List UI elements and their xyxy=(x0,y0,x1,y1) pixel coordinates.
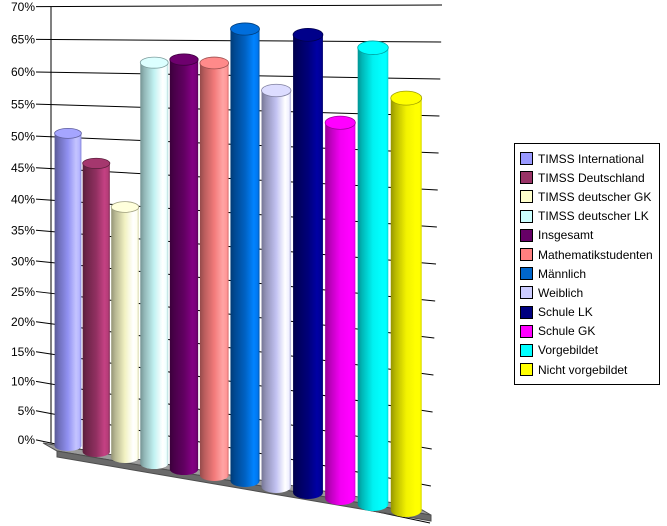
legend-label: Weiblich xyxy=(538,285,584,300)
y-tick-label-45%: 45% xyxy=(11,161,35,175)
bar-cylinder-vorgebildet xyxy=(357,40,389,512)
legend-label: Schule LK xyxy=(538,305,593,320)
bar-top-cap xyxy=(292,27,324,42)
legend-swatch-insgesamt xyxy=(520,228,533,242)
legend-label: Vorgebildet xyxy=(538,343,599,358)
y-tick-label-55%: 55% xyxy=(11,97,35,111)
legend-item-timss-deutscher-gk: TIMSS deutscher GK xyxy=(515,187,659,206)
legend-swatch-timss-deutschland xyxy=(520,171,533,185)
bar-cylinder-timss-deutscher-lk xyxy=(139,56,169,469)
legend-item-timss-deutschland: TIMSS Deutschland xyxy=(515,168,659,187)
bar-cylinder-m-nnlich xyxy=(230,22,260,488)
y-tick-label-60%: 60% xyxy=(11,65,35,79)
bar-body xyxy=(357,47,389,505)
legend-label: TIMSS deutscher LK xyxy=(538,209,649,224)
legend-item-m-nnlich: Männlich xyxy=(515,264,659,283)
y-tick-label-30%: 30% xyxy=(11,254,35,268)
y-tick-label-50%: 50% xyxy=(11,129,35,143)
gridline-70% xyxy=(35,4,443,8)
bar-cylinder-nicht-vorgebildet xyxy=(390,90,423,517)
legend-label: TIMSS deutscher GK xyxy=(538,189,652,204)
y-tick-label-65%: 65% xyxy=(11,33,35,47)
y-tick-label-35%: 35% xyxy=(11,224,35,238)
legend-item-nicht-vorgebildet: Nicht vorgebildet xyxy=(515,360,659,379)
legend-item-timss-international: TIMSS International xyxy=(515,149,659,168)
bar-body xyxy=(111,206,139,458)
legend-item-mathematikstudenten: Mathematikstudenten xyxy=(515,245,659,264)
legend-item-schule-gk: Schule GK xyxy=(515,322,659,341)
chart-legend: TIMSS International TIMSS Deutschland TIMS… xyxy=(514,143,660,386)
legend-swatch-schule-lk xyxy=(520,305,533,319)
bar-top-cap xyxy=(390,90,423,106)
bar-top-cap xyxy=(169,53,199,66)
y-tick-label-20%: 20% xyxy=(11,315,35,329)
legend-label: TIMSS International xyxy=(538,151,645,166)
bar-top-cap xyxy=(199,56,229,70)
y-tick-label-10%: 10% xyxy=(11,375,35,389)
legend-swatch-mathematikstudenten xyxy=(520,248,533,262)
bar-body xyxy=(293,34,323,493)
bar-cylinder-insgesamt xyxy=(169,53,199,475)
bar-body xyxy=(82,163,110,452)
bar-top-cap xyxy=(230,22,260,36)
bar-cylinder-timss-deutschland xyxy=(82,157,111,457)
y-tick-label-70%: 70% xyxy=(11,0,35,14)
bar-body xyxy=(140,62,169,464)
bar-top-cap xyxy=(324,115,356,130)
y-tick-label-5%: 5% xyxy=(18,404,36,418)
legend-swatch-timss-deutscher-gk xyxy=(520,190,533,204)
legend-item-vorgebildet: Vorgebildet xyxy=(515,341,659,360)
bar-top-cap xyxy=(357,40,389,55)
bar-body xyxy=(169,59,199,470)
bar-body xyxy=(230,29,260,481)
legend-label: Insgesamt xyxy=(538,228,594,243)
legend-swatch-schule-gk xyxy=(520,324,533,338)
bar-cylinder-weiblich xyxy=(261,83,292,493)
y-tick-label-40%: 40% xyxy=(11,192,35,206)
bar-body xyxy=(325,122,356,499)
bar-body xyxy=(199,62,229,476)
legend-swatch-nicht-vorgebildet xyxy=(520,363,533,377)
bar-body xyxy=(390,98,422,511)
legend-label: Schule GK xyxy=(538,324,596,339)
legend-swatch-m-nnlich xyxy=(520,267,533,281)
legend-label: Mathematikstudenten xyxy=(538,247,653,262)
legend-swatch-timss-deutscher-lk xyxy=(520,209,533,223)
bar-cylinder-schule-lk xyxy=(292,27,324,499)
legend-swatch-vorgebildet xyxy=(520,343,533,357)
bar-top-cap xyxy=(82,157,111,169)
bar-cylinder-schule-gk xyxy=(324,115,356,505)
bar-top-cap xyxy=(54,127,82,139)
bar-cylinder-timss-deutscher-gk xyxy=(110,201,140,464)
bar-top-cap xyxy=(261,83,292,98)
legend-label: TIMSS Deutschland xyxy=(538,170,645,185)
legend-item-weiblich: Weiblich xyxy=(515,283,659,302)
legend-item-insgesamt: Insgesamt xyxy=(515,226,659,245)
legend-swatch-timss-international xyxy=(520,152,533,166)
bar-cylinder-timss-international xyxy=(54,127,82,451)
legend-swatch-weiblich xyxy=(520,286,533,300)
bar-top-cap xyxy=(139,56,169,69)
y-tick-label-25%: 25% xyxy=(11,285,35,299)
bar-body xyxy=(261,90,291,487)
legend-label: Nicht vorgebildet xyxy=(538,362,628,377)
bar-top-cap xyxy=(110,201,140,213)
legend-item-timss-deutscher-lk: TIMSS deutscher LK xyxy=(515,207,659,226)
y-tick-label-15%: 15% xyxy=(11,345,35,359)
y-tick-label-0%: 0% xyxy=(18,433,36,447)
bar-body xyxy=(54,133,82,447)
bar-cylinder-mathematikstudenten xyxy=(199,56,229,481)
legend-item-schule-lk: Schule LK xyxy=(515,303,659,322)
legend-label: Männlich xyxy=(538,266,587,281)
